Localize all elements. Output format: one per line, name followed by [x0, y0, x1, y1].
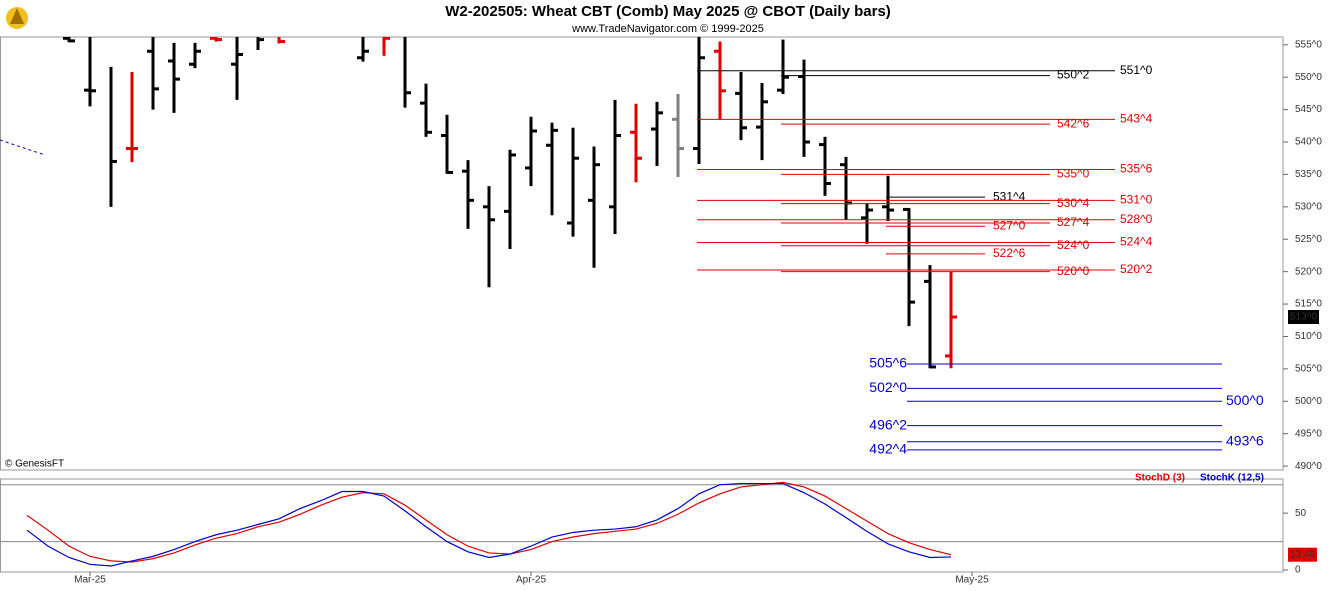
y-tick-label: 545^0 [1295, 104, 1322, 115]
y-tick-label: 490^0 [1295, 461, 1322, 472]
ohlc-bar [504, 149, 516, 249]
ohlc-bar [441, 114, 453, 174]
ohlc-bar [546, 122, 558, 216]
y-tick-label: 540^0 [1295, 137, 1322, 148]
ohlc-bar [231, 37, 243, 100]
level-label: 502^0 [869, 379, 907, 395]
last-price-box [1288, 310, 1319, 325]
ohlc-bar [256, 37, 264, 50]
level-label: 530^4 [1057, 196, 1090, 210]
ohlc-bar [109, 66, 117, 207]
ohlc-bar [357, 37, 369, 62]
y-tick-label: 530^0 [1295, 201, 1322, 212]
y-tick-label: 520^0 [1295, 266, 1322, 277]
level-label: 496^2 [869, 416, 907, 432]
level-label: 543^4 [1120, 111, 1153, 125]
ohlc-bar [609, 99, 621, 235]
ohlc-bar [777, 39, 789, 95]
ohlc-bar [126, 72, 138, 163]
y-tick-label: 495^0 [1295, 428, 1322, 439]
legend-label: StochD (3) [1135, 473, 1185, 484]
ohlc-bar [84, 37, 96, 107]
x-tick-label: May-25 [955, 575, 989, 586]
y-tick-label: 515^0 [1295, 299, 1322, 310]
ohlc-bar [210, 37, 222, 42]
y-tick-label: 535^0 [1295, 169, 1322, 180]
stoch-plot [0, 481, 1283, 567]
y-tick-label: 0 [1295, 565, 1301, 576]
moving-average-fragment [0, 139, 46, 156]
y-tick-label: 525^0 [1295, 234, 1322, 245]
level-label: 522^6 [993, 246, 1026, 260]
stoch-line [26, 482, 952, 567]
level-label: 531^0 [1120, 193, 1153, 207]
logo [6, 7, 28, 29]
level-label: 542^6 [1057, 116, 1090, 130]
ohlc-bar [525, 116, 537, 187]
level-label: 524^0 [1057, 238, 1090, 252]
ohlc-bar [382, 37, 390, 56]
last-value-box [1288, 547, 1317, 562]
ohlc-bar [63, 37, 75, 43]
chart-title: W2-202505: Wheat CBT (Comb) May 2025 @ C… [445, 3, 891, 20]
level-label: 535^0 [1057, 167, 1090, 181]
y-tick-label: 50 [1295, 508, 1307, 519]
legend-label: StochK (12,5) [1200, 473, 1264, 484]
ohlc-bar [693, 37, 705, 165]
level-label: 528^0 [1120, 212, 1153, 226]
y-tick-label: 505^0 [1295, 364, 1322, 375]
chart-subtitle: www.TradeNavigator.com © 1999-2025 [571, 23, 764, 35]
x-tick-label: Mar-25 [74, 575, 106, 586]
level-label: 520^0 [1057, 264, 1090, 278]
ohlc-bar [277, 37, 285, 44]
level-label: 527^0 [993, 218, 1026, 232]
level-label: 524^4 [1120, 235, 1153, 249]
y-tick-label: 500^0 [1295, 396, 1322, 407]
ohlc-bar [714, 41, 726, 120]
ohlc-bar [840, 156, 852, 220]
ohlc-bar [882, 175, 894, 222]
y-tick-label: 510^0 [1295, 331, 1322, 342]
ohlc-bar [462, 160, 474, 229]
ohlc-bar [483, 186, 495, 288]
level-label: 527^4 [1057, 215, 1090, 229]
level-label: 535^6 [1120, 162, 1153, 176]
y-tick-label: 550^0 [1295, 72, 1322, 83]
x-tick-label: Apr-25 [516, 575, 546, 586]
level-label: 551^0 [1120, 63, 1153, 77]
level-label: 500^0 [1226, 392, 1264, 408]
price-plot [63, 37, 957, 369]
ohlc-bar [567, 127, 579, 237]
level-label: 493^6 [1226, 433, 1264, 449]
level-label: 531^4 [993, 189, 1026, 203]
ohlc-bar [945, 271, 957, 369]
stoch-pane [0, 478, 1284, 573]
ohlc-bar [168, 42, 180, 113]
level-label: 520^2 [1120, 262, 1153, 276]
last-value-label: 13.46 [1290, 549, 1315, 560]
level-label: 505^6 [869, 355, 907, 371]
y-tick-label: 555^0 [1295, 39, 1322, 50]
ohlc-bar [630, 103, 642, 183]
ohlc-bar [588, 146, 600, 268]
ohlc-bar [672, 94, 684, 178]
price-pane [0, 36, 1284, 471]
level-label: 550^2 [1057, 68, 1090, 82]
watermark: © GenesisFT [5, 459, 64, 470]
ohlc-bar [924, 265, 936, 369]
ohlc-bar [735, 72, 747, 141]
stoch-line [26, 481, 952, 563]
ohlc-bar [189, 42, 201, 69]
ohlc-bar [420, 83, 432, 137]
ohlc-bar [147, 37, 159, 110]
last-price-label: 513^0 [1290, 312, 1317, 323]
ohlc-bar [403, 37, 411, 108]
level-label: 492^4 [869, 441, 907, 457]
ohlc-bar [819, 136, 831, 196]
ohlc-bar [756, 83, 768, 161]
ohlc-bar [651, 101, 663, 166]
ohlc-bar [903, 207, 915, 327]
